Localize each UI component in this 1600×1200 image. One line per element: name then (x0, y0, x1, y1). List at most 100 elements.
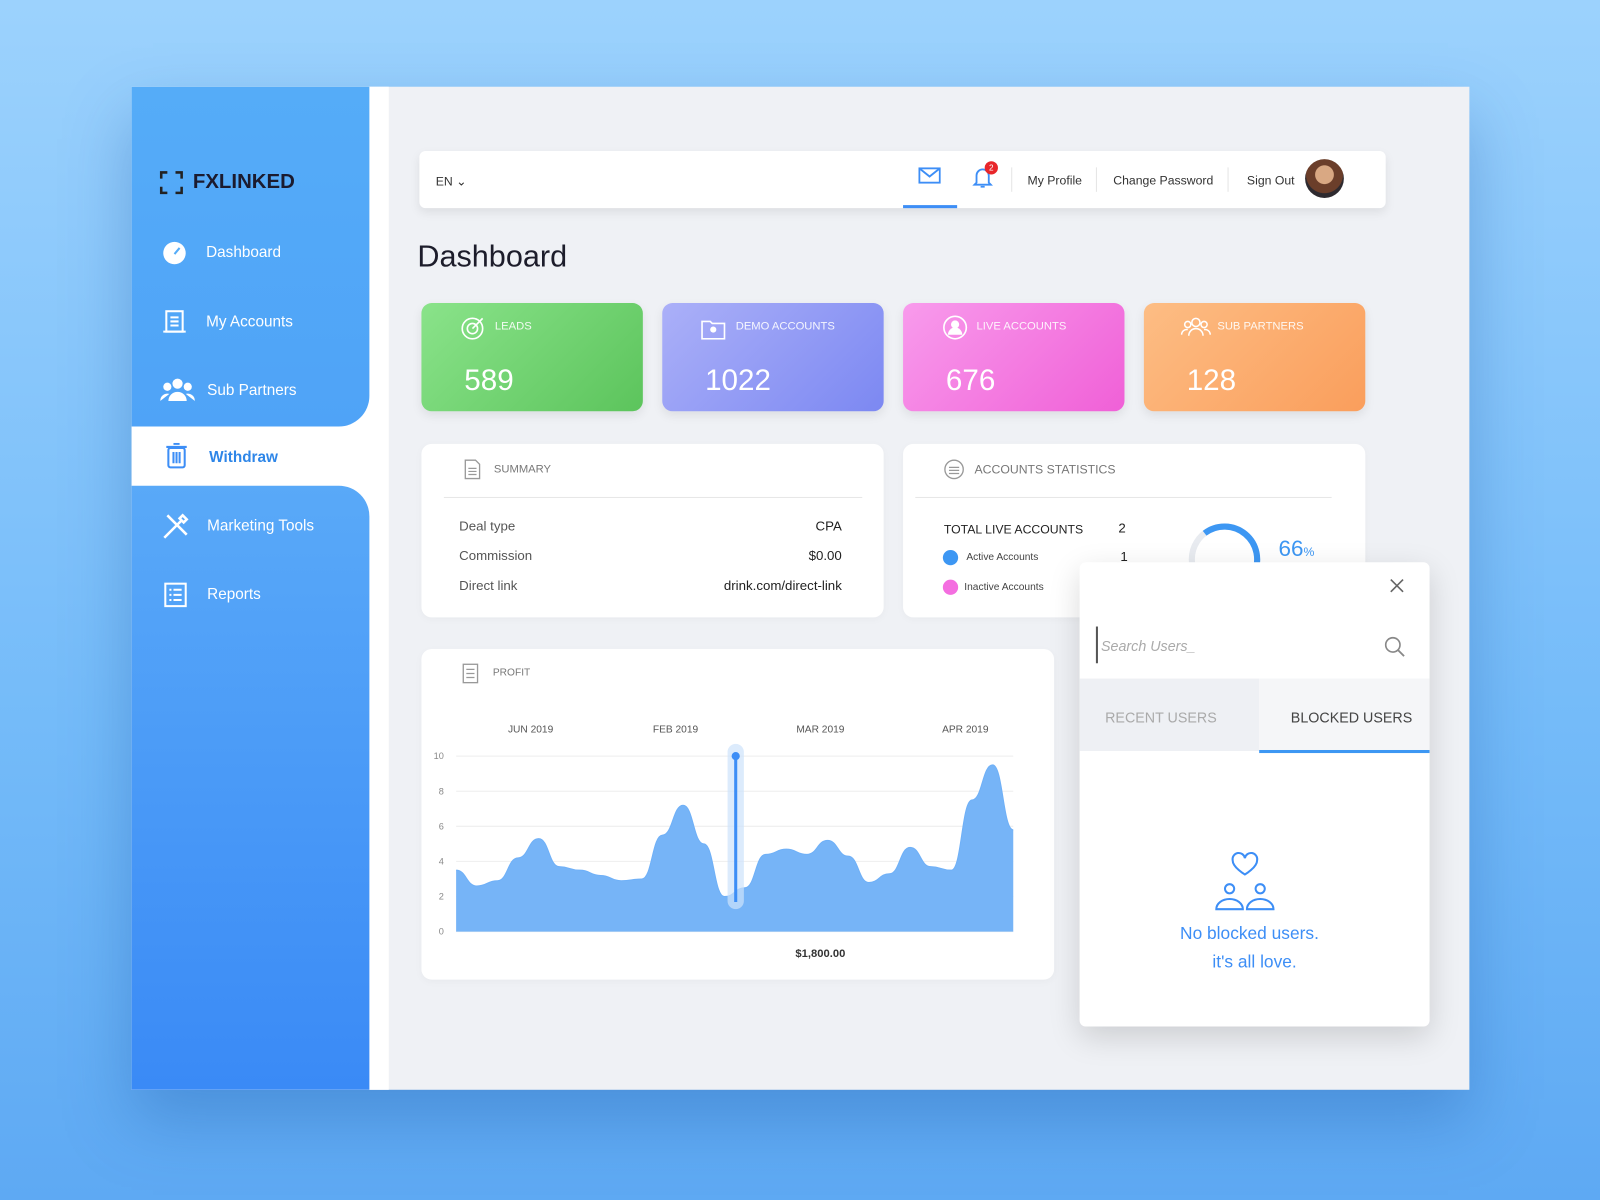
nav-item-active[interactable]: Withdraw (209, 448, 278, 467)
stat-card[interactable]: SUB PARTNERS 128 (1143, 303, 1366, 412)
row-value: drink.com/direct-link (723, 577, 842, 593)
language-select[interactable]: EN ⌄ (435, 174, 467, 189)
active-tab-indicator (903, 205, 958, 209)
close-button[interactable] (1389, 578, 1405, 594)
nav-icon (160, 378, 195, 402)
stat-card[interactable]: LEADS 589 (421, 303, 643, 412)
user-popup: Search Users_ RECENT USERS BLOCKED USERS… (1079, 562, 1430, 1027)
nav-icon (163, 513, 189, 539)
empty-icon (1215, 852, 1275, 911)
row-value: CPA (815, 518, 842, 534)
row-label: Commission (459, 547, 533, 564)
empty-message: No blocked users. (1180, 923, 1319, 943)
language: EN (435, 174, 453, 189)
page-title: Dashboard (417, 239, 568, 274)
tab-indicator (1259, 749, 1430, 754)
divider (1011, 167, 1013, 192)
nav-item[interactable]: Dashboard (206, 243, 282, 262)
row-label: Active Accounts (966, 552, 1039, 564)
x-label: MAR 2019 (796, 725, 844, 736)
card-value: 676 (945, 364, 996, 397)
area-fill (456, 764, 1014, 932)
mail-icon[interactable] (918, 166, 941, 184)
tab[interactable] (1079, 678, 1260, 752)
nav-item[interactable]: Marketing Tools (207, 517, 315, 535)
divider (443, 496, 863, 498)
cursor (1095, 626, 1098, 664)
percent-value: 66 (1278, 535, 1304, 562)
divider (1227, 167, 1229, 192)
row-label: Direct link (459, 577, 518, 593)
stat-card[interactable]: LIVE ACCOUNTS 676 (903, 303, 1125, 412)
card-icon (944, 459, 964, 480)
avatar[interactable] (1305, 159, 1344, 198)
card-icon (464, 459, 481, 480)
card-icon (461, 317, 484, 340)
total-value: 2 (1118, 520, 1126, 536)
card-icon (1180, 317, 1211, 336)
profit-chart: 0 2 4 6 8 10 JUN 2019 FEB 2019 MAR 2019 APR 2019 $… (434, 725, 1014, 960)
nav-icon (163, 241, 186, 265)
notification-badge: 2 (984, 161, 998, 175)
card-icon (462, 663, 479, 684)
card-label: LEADS (494, 320, 532, 333)
tab-label[interactable]: RECENT USERS (1105, 709, 1217, 726)
top-link[interactable]: Sign Out (1246, 173, 1295, 188)
row-value: $0.00 (808, 547, 842, 564)
nav-icon (163, 310, 186, 333)
gauge-value (1202, 523, 1261, 565)
y-tick-label: 6 (439, 821, 444, 831)
brand: FXLINKED (192, 170, 295, 193)
nav-item[interactable]: Sub Partners (207, 381, 297, 399)
card-value: 128 (1186, 364, 1237, 397)
card-label: LIVE ACCOUNTS (976, 320, 1067, 333)
top-link[interactable]: Change Password (1113, 173, 1214, 188)
card-label: DEMO ACCOUNTS (735, 320, 835, 333)
y-tick-label: 4 (439, 856, 444, 866)
divider (1095, 167, 1097, 192)
search-icon[interactable] (1384, 636, 1406, 658)
y-tick-label: 2 (439, 892, 444, 902)
total-label: TOTAL LIVE ACCOUNTS (943, 522, 1084, 537)
stat-card[interactable]: DEMO ACCOUNTS 1022 (662, 303, 884, 412)
top-bar: EN ⌄ 2 My Profile Change Password Sign O… (419, 151, 1386, 209)
legend-dot (942, 549, 959, 566)
card-label: SUB PARTNERS (1217, 320, 1304, 333)
card-icon (701, 320, 726, 340)
x-label: APR 2019 (942, 725, 989, 736)
top-link[interactable]: My Profile (1027, 173, 1082, 188)
y-tick-label: 10 (434, 751, 444, 761)
y-tick-label: 8 (439, 786, 444, 796)
y-tick-label: 0 (439, 927, 444, 937)
nav-item[interactable]: Reports (207, 585, 261, 604)
empty-message: it's all love. (1212, 952, 1297, 972)
nav-icon (166, 442, 187, 469)
card-title: SUMMARY (493, 463, 552, 476)
card-value: 1022 (705, 364, 771, 397)
divider (915, 496, 1332, 498)
tab-active[interactable] (1259, 678, 1430, 752)
x-label: JUN 2019 (508, 725, 554, 736)
gauge (1188, 523, 1261, 565)
app-window: FXLINKED Dashboard My Accounts Sub Partn… (131, 86, 1470, 1090)
row-value: 1 (1120, 548, 1128, 565)
tab-label[interactable]: BLOCKED USERS (1290, 709, 1413, 726)
profit-card: PROFIT 0 2 4 6 8 10 JUN 2019 FEB 2019 MAR 2019 AP… (421, 648, 1055, 980)
legend-dot (942, 579, 959, 595)
hover-dot (731, 752, 740, 761)
card-title: PROFIT (492, 667, 531, 679)
search-input[interactable]: Search Users_ (1101, 637, 1196, 655)
sidebar-bottom (131, 485, 370, 1090)
percent: 66% (1279, 536, 1315, 563)
nav-icon (164, 582, 187, 608)
summary-card: SUMMARY Deal type CPA Commission $0.00 D… (421, 443, 884, 618)
row-label: Inactive Accounts (964, 581, 1044, 593)
card-icon (943, 315, 968, 340)
card-value: 589 (464, 364, 514, 397)
tooltip: $1,800.00 (795, 948, 845, 960)
brand-icon (159, 171, 183, 195)
nav-item[interactable]: My Accounts (206, 313, 293, 331)
